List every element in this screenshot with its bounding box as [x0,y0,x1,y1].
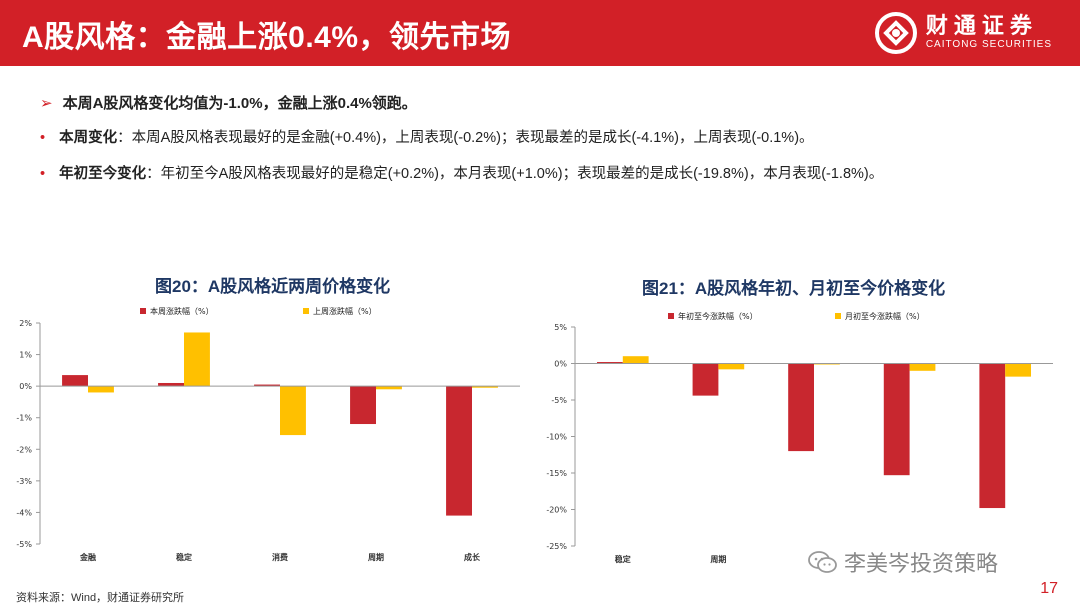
y-tick-label: -5% [551,396,567,405]
bullet-dot-icon: • [40,166,46,182]
y-tick-label: -5% [16,540,32,549]
bullet-ytd: • 年初至今变化：年初至今A股风格表现最好的是稳定(+0.2%)，本月表现(+1.… [40,162,883,183]
bar [254,384,280,387]
bar [158,382,184,387]
logo-chinese-text: 财通证券 [925,13,1038,38]
bar [909,363,936,371]
bullet-weekly: • 本周变化：本周A股风格表现最好的是金融(+0.4%)，上周表现(-0.2%)；… [40,126,814,147]
legend-label: 月初至今涨跌幅（%） [845,311,925,321]
legend-label: 年初至今涨跌幅（%） [678,311,758,321]
bullet-text: ：本周A股风格表现最好的是金融(+0.4%)，上周表现(-0.2%)；表现最差的… [117,130,814,146]
bullet-text: ：年初至今A股风格表现最好的是稳定(+0.2%)，本月表现(+1.0%)；表现最… [146,166,884,182]
caitong-logo-icon [874,12,917,54]
legend-swatch [835,313,841,319]
bar [1005,363,1032,377]
x-category-label: 周期 [710,554,726,564]
legend-swatch [668,313,674,319]
bar [350,386,376,425]
watermark-text: 李美岑投资策略 [844,551,999,576]
x-category-label: 稳定 [176,552,192,562]
chart2-title: 图21：A股风格年初、月初至今价格变化 [642,279,946,298]
bar [184,332,210,387]
legend-swatch [303,308,309,314]
bar [376,386,402,390]
y-tick-label: 0% [554,360,567,369]
wechat-icon [808,551,837,573]
page-title: A股风格：金融上涨0.4%，领先市场 [22,21,512,54]
bar [446,386,472,516]
x-category-label: 成长 [464,552,481,562]
bullet-label: 年初至今变化 [59,166,147,182]
bar [62,375,88,387]
header-bar: A股风格：金融上涨0.4%，领先市场 财通证券 CAITONG SECURITI… [0,0,1080,66]
y-tick-label: 5% [554,323,567,332]
bar [596,362,623,364]
legend-label: 本周涨跌幅（%） [150,306,214,316]
chart2-svg: 年初至今涨跌幅（%） 月初至今涨跌幅（%） 5% 0% -5% -10% -15% -20% -… [546,311,1053,564]
bar [472,386,498,388]
legend-swatch [140,308,146,314]
bar [622,356,649,364]
chart1-title: 图20：A股风格近两周价格变化 [155,277,391,296]
bar [280,386,306,436]
bar [979,363,1006,509]
chart1-svg: 本周涨跌幅（%） 上周涨跌幅（%） 2% 1% 0% -1% -2% -3% -4% -5% 金融 稳… [16,306,520,562]
bar [718,363,745,370]
bar [692,363,719,396]
y-tick-label: -15% [546,469,567,478]
y-tick-label: -4% [16,508,32,517]
summary-text: 本周A股风格变化均值为-1.0%，金融上涨0.4%领跑。 [62,95,417,112]
watermark: 李美岑投资策略 [808,546,998,578]
page-number: 17 [1040,580,1058,597]
source-note: 资料来源：Wind，财通证券研究所 [16,592,185,604]
y-tick-label: -20% [546,506,567,515]
x-category-label: 消费 [272,552,288,562]
bar [88,386,114,393]
bar [883,363,910,476]
y-tick-label: -2% [16,445,32,454]
summary-line: ➢ 本周A股风格变化均值为-1.0%，金融上涨0.4%领跑。 [40,92,417,113]
y-tick-label: -25% [546,542,567,551]
x-category-label: 金融 [79,552,96,562]
bullet-label: 本周变化 [59,130,118,146]
y-tick-label: -3% [16,477,32,486]
y-tick-label: -1% [16,414,32,423]
y-tick-label: -10% [546,433,567,442]
company-logo: 财通证券 CAITONG SECURITIES [874,8,1052,58]
y-tick-label: 2% [19,319,32,328]
logo-english-text: CAITONG SECURITIES [925,39,1052,50]
x-category-label: 周期 [368,552,384,562]
bullet-dot-icon: • [40,130,46,146]
legend-label: 上周涨跌幅（%） [313,306,377,316]
bar [788,363,814,452]
y-tick-label: 0% [19,382,32,391]
x-category-label: 稳定 [615,554,631,564]
arrow-bullet-icon: ➢ [40,95,53,112]
y-tick-label: 1% [19,351,32,360]
